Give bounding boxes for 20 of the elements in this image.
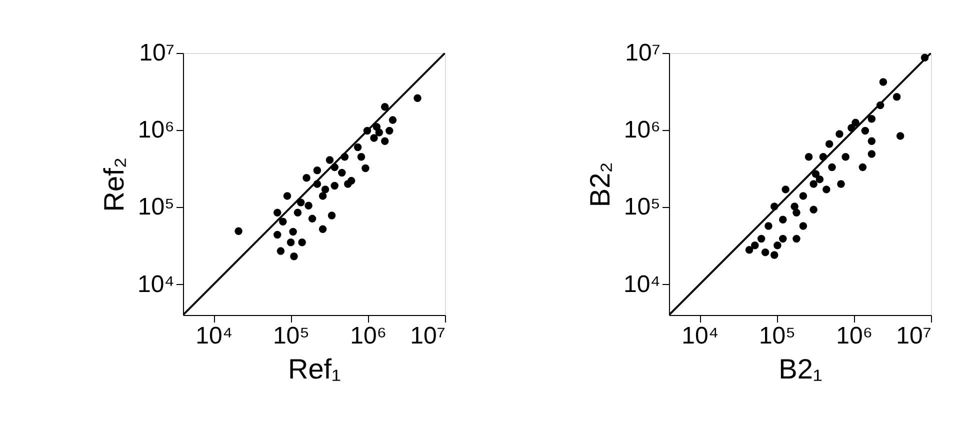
x-tick-label: 10⁶ (350, 322, 387, 350)
y-tick-label: 10⁷ (139, 40, 174, 66)
x-tick-label: 10⁵ (758, 322, 796, 350)
y-tick-label: 10⁶ (138, 116, 174, 144)
x-axis-title: Ref₁ (288, 354, 342, 384)
y-axis-title: B2₂ (584, 162, 616, 208)
y-tick-label: 10⁵ (138, 194, 174, 221)
y-tick-label: 10⁴ (137, 270, 174, 298)
y-axis-title: Ref₂ (98, 157, 130, 212)
y-tick-label: 10⁶ (624, 116, 660, 144)
y-tick-label: 10⁵ (624, 194, 660, 221)
x-axis-title: B2₁ (778, 354, 822, 384)
x-tick-label: 10⁵ (272, 322, 310, 350)
x-tick-label: 10⁴ (196, 322, 233, 350)
y-tick-label: 10⁴ (623, 270, 660, 298)
x-tick-label: 10⁷ (896, 322, 932, 350)
x-tick-label: 10⁶ (836, 322, 873, 350)
y-tick-label: 10⁷ (625, 40, 660, 66)
x-tick-label: 10⁴ (682, 322, 719, 350)
x-tick-label: 10⁷ (410, 322, 446, 350)
